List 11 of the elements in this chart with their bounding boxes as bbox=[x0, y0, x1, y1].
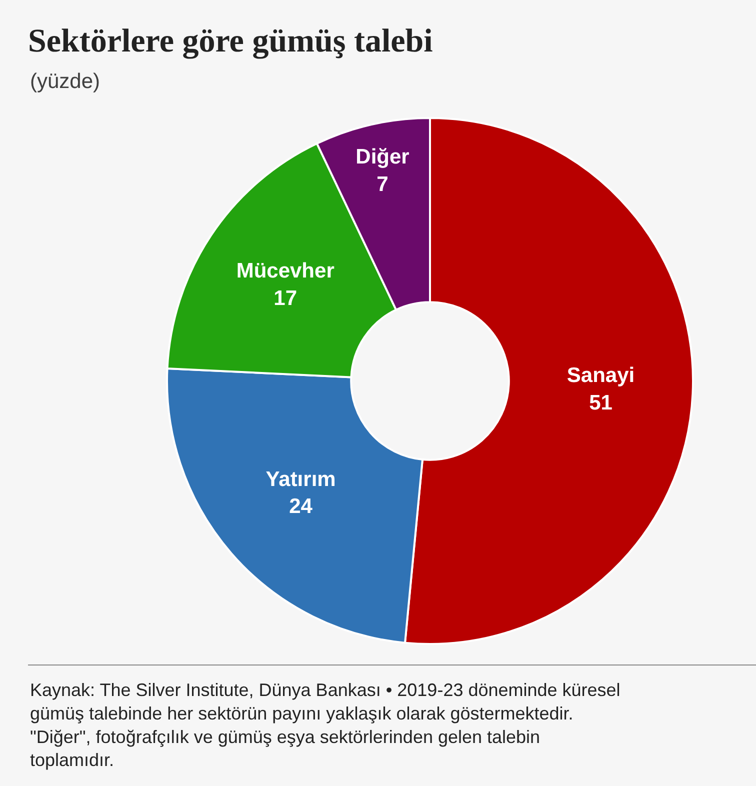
data-label: 51 bbox=[589, 391, 613, 414]
data-label: 7 bbox=[376, 172, 388, 196]
slice-label: Mücevher bbox=[236, 260, 334, 283]
slice-label: Diğer bbox=[356, 146, 410, 169]
chart-subtitle: (yüzde) bbox=[30, 70, 100, 93]
slice-label: Yatırım bbox=[266, 468, 336, 491]
text: Kaynak: The Silver Institute, Dünya Bankası • 2019-23 döneminde küresel gümüş talebinde her sektörün payını yaklaşık olarak göstermektedir. "Diğer", fotoğrafçılık ve gümüş eşya sektörlerinden gelen talebin toplamıdır. bbox=[30, 680, 620, 770]
slice-label: Sanayi bbox=[566, 364, 635, 387]
data-label: 17 bbox=[274, 286, 298, 310]
chart-title: Sektörlere göre gümüş talebi bbox=[28, 24, 433, 60]
data-label: 24 bbox=[289, 495, 313, 518]
